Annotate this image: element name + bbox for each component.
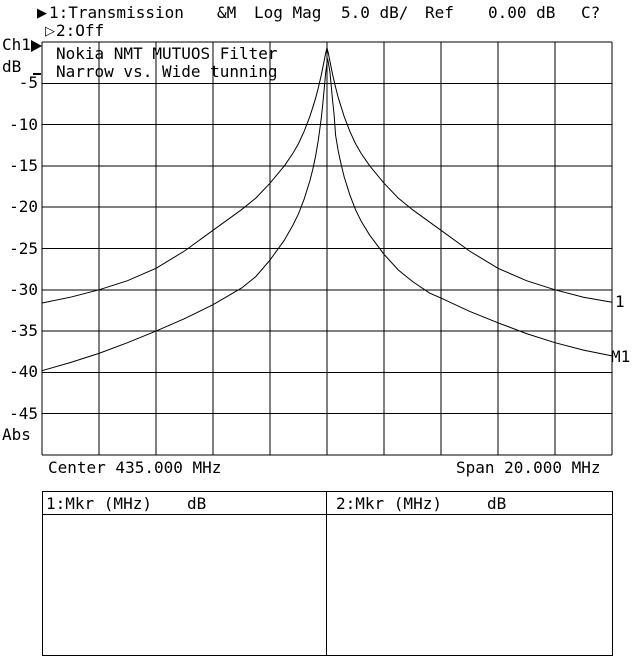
annotation-subtitle: Narrow vs. Wide tunning <box>56 62 278 81</box>
marker2-unit-header: dB <box>487 494 507 513</box>
marker-table-header-line <box>43 514 612 515</box>
y-tick-label: -45 <box>9 403 38 423</box>
trace-label-wide: 1 <box>615 292 625 311</box>
marker-readout-table: 1:Mkr (MHz) dB 2:Mkr (MHz) dB <box>42 491 613 656</box>
marker1-column-header: 1:Mkr (MHz) <box>46 494 152 513</box>
marker-table-divider <box>326 492 327 655</box>
reference-level-marker-icon <box>31 40 42 52</box>
trace2-state-label: 2:Off <box>56 21 105 40</box>
left-edge-tick <box>33 73 41 75</box>
y-axis-mode-label: Abs <box>2 425 31 444</box>
trace-wide <box>41 47 613 304</box>
trace1-ref-label: Ref <box>425 3 454 22</box>
annotation-title: Nokia NMT MUTUOS Filter <box>56 44 278 63</box>
y-tick-label: -30 <box>9 279 38 299</box>
marker1-unit-header: dB <box>187 494 207 513</box>
y-tick-label: -10 <box>9 114 38 134</box>
y-tick-label: -5 <box>18 73 38 93</box>
y-tick-label: -20 <box>9 197 38 217</box>
marker2-column-header: 2:Mkr (MHz) <box>336 494 442 513</box>
channel-label: Ch1 <box>2 35 31 54</box>
y-tick-label: -15 <box>9 155 38 175</box>
span-frequency-value: Span 20.000 MHz <box>456 458 601 477</box>
trace2-inactive-marker-icon: ▷ <box>45 24 55 39</box>
calibration-status-badge: C? <box>581 3 601 22</box>
y-tick-label: -40 <box>9 362 38 382</box>
trace-label-narrow: M1 <box>611 347 631 366</box>
center-frequency-value: Center 435.000 MHz <box>48 458 222 477</box>
trace1-ref-value: 0.00 dB <box>488 3 556 22</box>
trace1-math-label: &M <box>217 3 237 22</box>
trace1-measurement-label: 1:Transmission <box>49 3 184 22</box>
trace1-scale-value: 5.0 dB/ <box>341 3 409 22</box>
y-tick-label: -25 <box>9 238 38 258</box>
y-tick-label: -35 <box>9 321 38 341</box>
trace1-format-label: Log Mag <box>254 3 322 22</box>
trace1-active-marker-icon: ▶ <box>37 6 47 21</box>
trace-narrow <box>41 58 613 372</box>
y-axis-unit-label: dB <box>2 57 22 76</box>
